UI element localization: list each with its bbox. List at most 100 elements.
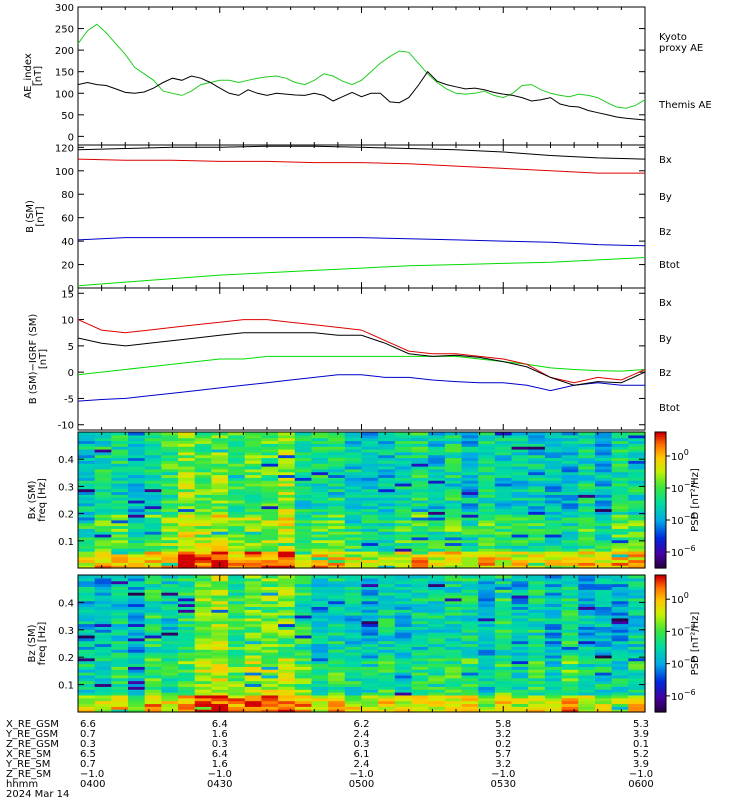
spectrogram-cell [294, 657, 313, 662]
spectrogram-cell [578, 620, 596, 625]
spectrogram-cell [278, 669, 296, 673]
spectrogram-cell [228, 531, 246, 535]
spectrogram-cell [578, 474, 596, 478]
spectrogram-cell [494, 589, 513, 593]
spectrogram-cell [194, 694, 213, 699]
spectrogram-cell [628, 491, 646, 495]
spectrogram-cell [78, 703, 96, 707]
spectrogram-cell [478, 471, 496, 476]
spectrogram-cell [561, 660, 579, 665]
spectrogram-cell [561, 703, 579, 707]
spectrogram-cell [594, 511, 613, 515]
spectrogram-cell [478, 536, 496, 541]
spectrogram-cell [594, 643, 613, 647]
spectrogram-cell [478, 583, 496, 588]
spectrogram-cell [444, 620, 463, 625]
y-axis-label: B (SM)−IGRF (SM) [28, 314, 39, 405]
spectrogram-cell [561, 468, 579, 473]
spectrogram-cell [561, 674, 579, 679]
spectrogram-cell [578, 471, 596, 476]
spectrogram-cell [394, 706, 413, 710]
spectrogram-cell [94, 583, 112, 588]
spectrogram-cell [344, 446, 363, 450]
colorbar-step [655, 502, 666, 506]
spectrogram-cell [628, 640, 646, 645]
spectrogram-cell [278, 586, 296, 590]
spectrogram-cell [361, 485, 379, 490]
spectrogram-cell [361, 531, 379, 535]
spectrogram-cell [578, 559, 596, 563]
spectrogram-cell [494, 666, 513, 670]
spectrogram-cell [178, 497, 196, 501]
spectrogram-cell [261, 466, 279, 470]
spectrogram-cell [544, 589, 563, 593]
spectrogram-cell [144, 514, 162, 518]
spectrogram-cell [244, 449, 263, 453]
spectrogram-cell [544, 494, 563, 498]
spectrogram-cell [511, 623, 529, 627]
spectrogram-cell [111, 649, 129, 653]
spectrogram-cell [544, 612, 563, 616]
spectrogram-cell [178, 603, 196, 607]
spectrogram-cell [94, 660, 112, 665]
spectrogram-cell [294, 606, 313, 610]
spectrogram-cell [611, 548, 629, 552]
spectrogram-cell [261, 586, 279, 590]
spectrogram-cell [411, 683, 429, 687]
spectrogram-cell [194, 706, 213, 710]
spectrogram-cell [111, 534, 129, 538]
colorbar-step [655, 634, 666, 638]
spectrogram-cell [294, 683, 313, 687]
spectrogram-cell [278, 643, 296, 647]
spectrogram-cell [494, 683, 513, 687]
spectrogram-cell [411, 434, 429, 439]
spectrogram-cell [111, 586, 129, 590]
colorbar-step [655, 627, 666, 631]
spectrogram-cell [411, 597, 429, 602]
spectrogram-cell [494, 657, 513, 662]
spectrogram-cell [194, 432, 213, 436]
spectrogram-cell [228, 703, 246, 707]
spectrogram-cell [578, 565, 596, 569]
spectrogram-cell [278, 640, 296, 645]
spectrogram-cell [311, 539, 329, 544]
spectrogram-cell [178, 577, 196, 582]
spectrogram-cell [361, 697, 379, 702]
spectrogram-cell [494, 609, 513, 613]
spectrogram-cell [211, 603, 229, 607]
spectrogram-cell [311, 669, 329, 673]
spectrogram-cell [144, 657, 162, 662]
spectrogram-cell [144, 551, 162, 555]
spectrogram-cell [244, 511, 263, 515]
spectrogram-cell [578, 632, 596, 636]
spectrogram-cell [328, 508, 346, 512]
ephemeris-value: −1.0 [208, 769, 232, 780]
spectrogram-cell [544, 632, 563, 636]
spectrogram-cell [478, 434, 496, 439]
spectrogram-cell [328, 694, 346, 699]
spectrogram-cell [428, 680, 446, 685]
spectrogram-cell [394, 494, 413, 498]
spectrogram-cell [194, 505, 213, 510]
spectrogram-cell [111, 485, 129, 490]
spectrogram-cell [278, 623, 296, 627]
spectrogram-cell [144, 632, 162, 636]
spectrogram-cell [261, 483, 279, 487]
spectrogram-cell [261, 634, 279, 639]
spectrogram-cell [511, 637, 529, 642]
spectrogram-cell [578, 603, 596, 607]
spectrogram-cell [378, 466, 396, 470]
spectrogram-cell [344, 620, 363, 625]
spectrogram-cell [411, 468, 429, 473]
spectrogram-cell [161, 449, 179, 453]
spectrogram-cell [311, 528, 329, 532]
spectrogram-cell [78, 517, 96, 521]
spectrogram-cell [528, 640, 546, 645]
spectrogram-cell [344, 434, 363, 439]
spectrogram-cell [244, 686, 263, 690]
spectrogram-cell [294, 700, 313, 705]
spectrogram-cell [178, 700, 196, 705]
spectrogram-cell [311, 542, 329, 546]
spectrogram-cell [244, 657, 263, 662]
spectrogram-cell [244, 603, 263, 607]
